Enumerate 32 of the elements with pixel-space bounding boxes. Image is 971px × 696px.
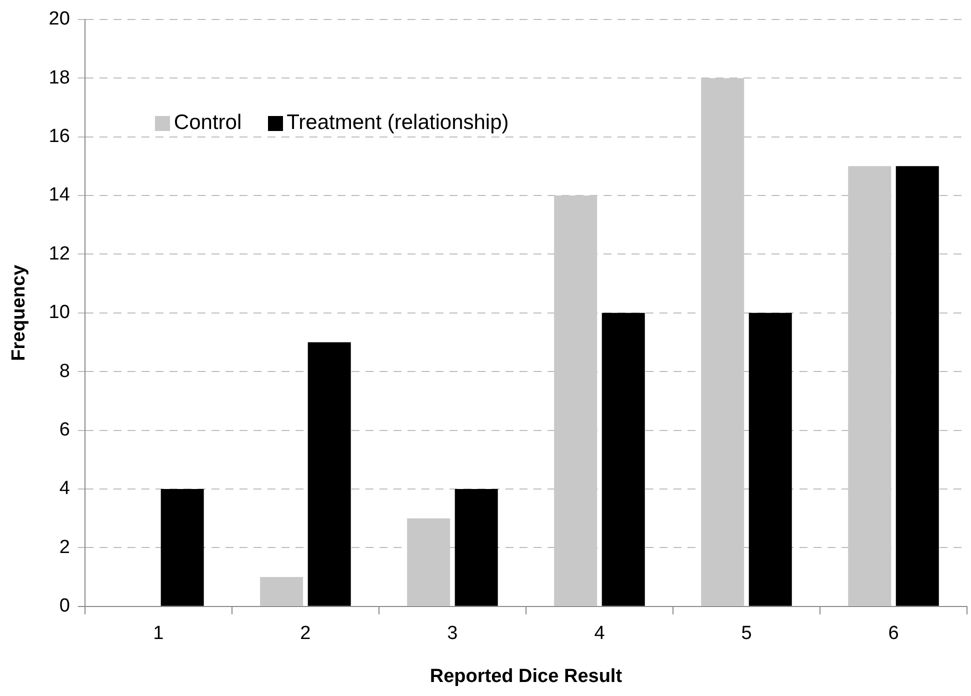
x-tick-label: 6	[888, 623, 899, 644]
bar	[896, 166, 939, 606]
bar	[602, 312, 645, 606]
legend-label: Treatment (relationship)	[286, 111, 509, 136]
x-tick-label: 3	[447, 623, 458, 644]
y-tick-label: 18	[48, 67, 70, 88]
bar	[848, 166, 892, 606]
bar	[260, 577, 304, 606]
legend-label: Control	[174, 111, 242, 136]
y-tick-label: 6	[59, 420, 70, 441]
x-axis-title: Reported Dice Result	[430, 666, 623, 687]
x-tick-label: 1	[153, 623, 164, 644]
y-tick-label: 8	[59, 360, 70, 382]
bar	[701, 78, 744, 606]
y-tick-label: 0	[59, 596, 70, 617]
y-tick-label: 2	[59, 536, 70, 558]
y-tick-label: 16	[48, 126, 70, 148]
y-tick-label: 20	[48, 8, 70, 30]
bar	[454, 489, 498, 606]
x-tick-label: 5	[741, 623, 752, 644]
bar	[554, 196, 598, 606]
x-tick-label: 4	[594, 623, 606, 644]
bar	[748, 312, 792, 606]
x-tick-label: 2	[300, 623, 311, 644]
y-tick-label: 12	[48, 243, 70, 264]
bar	[308, 342, 351, 606]
y-tick-label: 14	[48, 184, 70, 206]
bar	[160, 489, 204, 606]
bar	[407, 518, 450, 606]
y-axis-title: Frequency	[8, 264, 30, 361]
y-tick-label: 10	[48, 302, 70, 324]
y-tick-label: 4	[59, 478, 70, 500]
